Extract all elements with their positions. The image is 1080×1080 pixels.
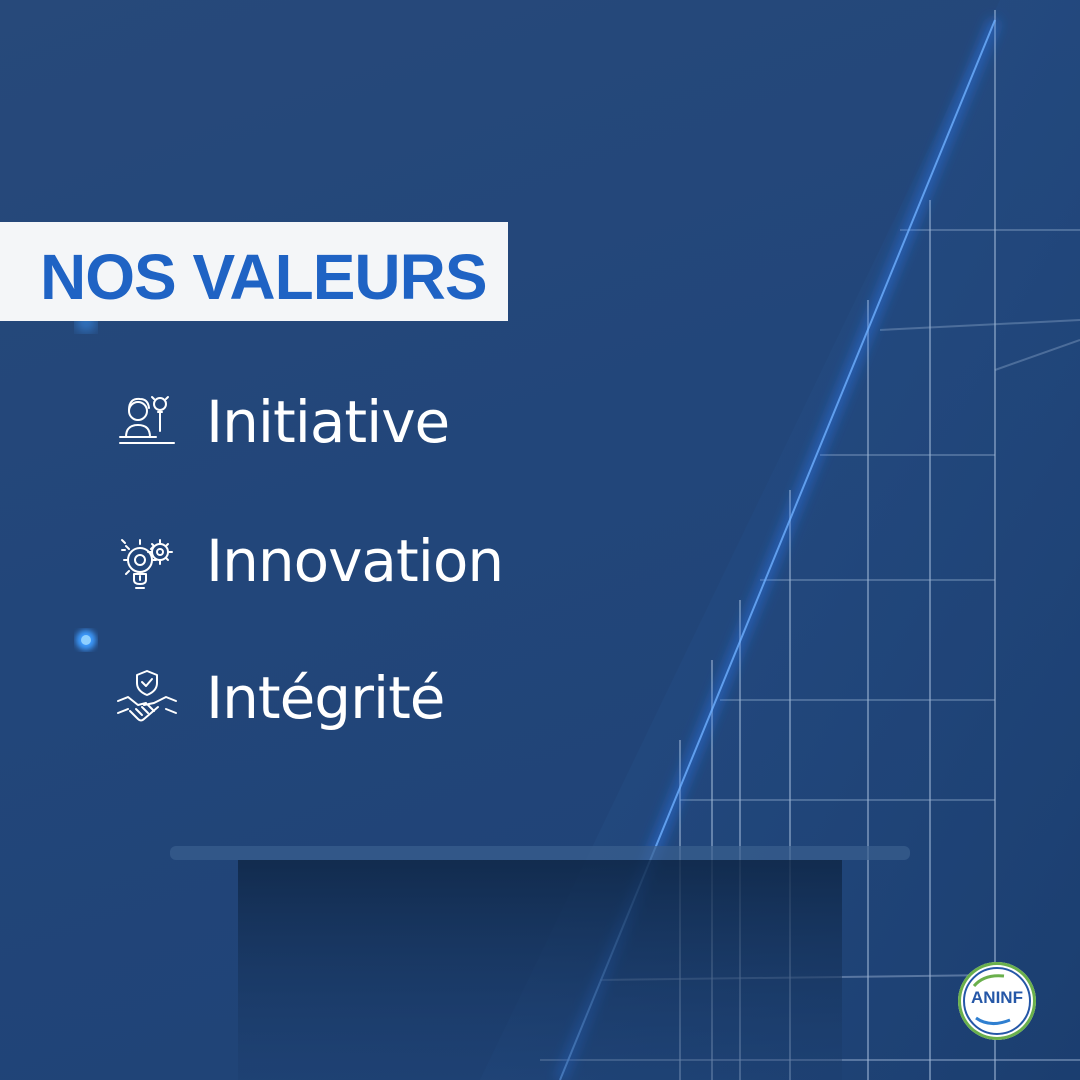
- person-idea-icon: [119, 396, 175, 444]
- aninf-logo-icon: ANINF: [958, 962, 1036, 1040]
- lightbulb-gear-icon: [121, 539, 173, 589]
- value-item-initiative: Initiative: [116, 387, 450, 457]
- value-label-integrite: Intégrité: [206, 664, 445, 732]
- logo-globe-icon: [963, 967, 1031, 1035]
- value-label-initiative: Initiative: [206, 388, 450, 456]
- value-item-integrite: Intégrité: [116, 663, 445, 733]
- page-title: NOS VALEURS: [40, 241, 488, 313]
- value-label-innovation: Innovation: [206, 527, 504, 595]
- desk-body: [238, 860, 842, 1080]
- logo-text: ANINF: [971, 988, 1023, 1007]
- handshake-shield-icon: [117, 670, 177, 722]
- title-banner: NOS VALEURS: [0, 222, 508, 321]
- value-item-innovation: Innovation: [116, 526, 504, 596]
- desk-top: [170, 846, 910, 860]
